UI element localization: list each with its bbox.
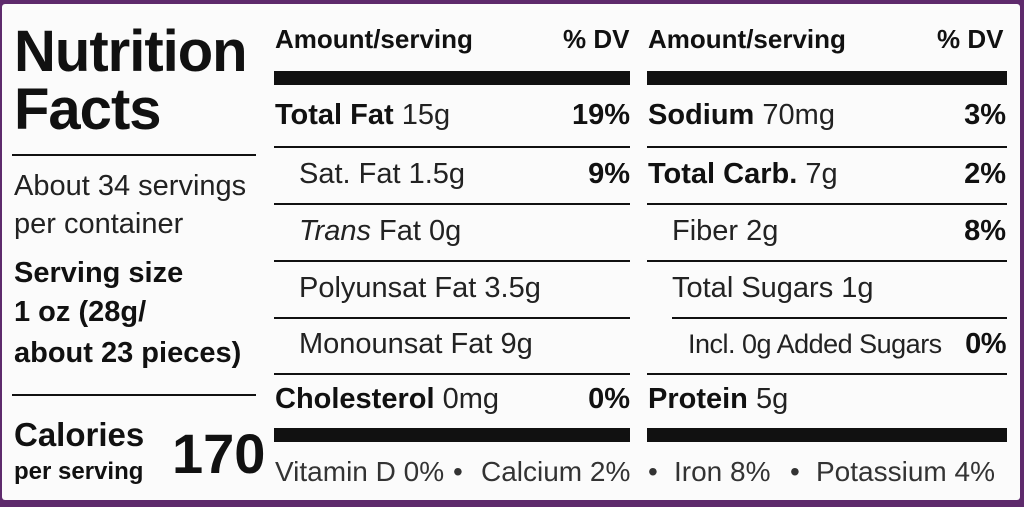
left-row-polyunsat-fat: Polyunsat Fat 3.5g [299, 268, 630, 308]
nutrient-amount: 70mg [762, 99, 835, 131]
left-header-amount: Amount/serving [275, 24, 473, 54]
right-divider [647, 373, 1007, 375]
nutrition-label: Nutrition Facts About 34 servings per co… [2, 4, 1020, 500]
calories-label: Calories [14, 416, 145, 453]
nutrient-dv: 2% [964, 158, 1006, 190]
left-divider [274, 260, 630, 262]
nutrient-dv: 9% [588, 158, 630, 190]
separator-dot: • [790, 456, 800, 487]
nutrient-amount: 0g [429, 215, 462, 247]
right-divider [647, 260, 1007, 262]
nutrient-name: Protein [648, 383, 748, 415]
nutrient-amount: 1.5g [408, 158, 466, 190]
divider-title [12, 154, 256, 156]
nutrient-amount: 7g [805, 158, 838, 190]
right-footer-rule [647, 428, 1007, 442]
nutrient-name: Cholesterol [275, 383, 435, 415]
left-row-trans-fat: Trans Fat 0g [299, 211, 630, 251]
divider-serving [12, 394, 256, 396]
nutrient-dv: 3% [964, 99, 1006, 131]
left-header-rule [274, 71, 630, 85]
right-row-added-sugars: Incl. 0g Added Sugars 0% [688, 324, 1006, 364]
right-divider [647, 146, 1007, 148]
nutrient-name: Total Carb. [648, 158, 798, 190]
nutrient-amount: 15g [401, 99, 451, 131]
right-header-dv: % DV [937, 24, 1004, 54]
nutrient-name: Polyunsat Fat [299, 272, 477, 304]
nutrient-name: Sat. Fat [299, 158, 401, 190]
title-line-2: Facts [14, 77, 162, 142]
left-divider [274, 373, 630, 375]
nutrient-name: Incl. 0g Added Sugars [688, 329, 942, 359]
nutrient-name: Sodium [648, 99, 755, 131]
left-divider [274, 146, 630, 148]
vitamin-d: Vitamin D 0% [275, 456, 445, 487]
serving-size-line-1: 1 oz (28g/ [14, 296, 147, 328]
nutrient-dv: 0% [965, 328, 1006, 360]
calories-sublabel: per serving [14, 458, 144, 485]
nutrient-amount: 2g [746, 215, 779, 247]
calories-value: 170 [172, 422, 266, 485]
nutrient-dv: 8% [964, 215, 1006, 247]
nutrient-amount: 5g [755, 383, 789, 415]
left-row-monounsat-fat: Monounsat Fat 9g [299, 324, 630, 364]
right-row-protein: Protein 5g [648, 379, 1006, 419]
right-row-fiber: Fiber 2g 8% [672, 211, 1006, 251]
right-header-rule [647, 71, 1007, 85]
separator-dot: • [648, 456, 658, 487]
nutrient-name: Total Fat [275, 99, 394, 131]
nutrient-amount: 0mg [442, 383, 500, 415]
left-row-total-fat: Total Fat 15g 19% [275, 95, 630, 135]
right-divider [647, 203, 1007, 205]
separator-dot: • [453, 456, 463, 487]
servings-line-2: per container [14, 208, 184, 240]
nutrient-name: Total Sugars [672, 272, 834, 304]
servings-line-1: About 34 servings [14, 170, 247, 202]
right-divider [672, 317, 1007, 319]
nutrient-amount: 9g [500, 328, 533, 360]
left-divider [274, 203, 630, 205]
nutrient-name-italic: Trans [299, 215, 371, 247]
nutrient-amount: 1g [841, 272, 874, 304]
potassium: Potassium 4% [816, 456, 995, 487]
left-row-cholesterol: Cholesterol 0mg 0% [275, 379, 630, 419]
left-header-dv: % DV [563, 24, 630, 54]
serving-size-label: Serving size [14, 257, 184, 289]
title-line-1: Nutrition [14, 19, 248, 84]
nutrient-name: Monounsat Fat [299, 328, 493, 360]
right-row-sodium: Sodium 70mg 3% [648, 95, 1006, 135]
nutrient-name: Fiber [672, 215, 739, 247]
nutrient-name: Fat [379, 215, 421, 247]
right-row-total-carb: Total Carb. 7g 2% [648, 154, 1006, 194]
left-row-sat-fat: Sat. Fat 1.5g 9% [299, 154, 630, 194]
left-divider [274, 317, 630, 319]
nutrient-dv: 19% [571, 99, 630, 131]
serving-size-line-2: about 23 pieces) [14, 337, 242, 369]
calcium: Calcium 2% [481, 456, 631, 487]
left-footer-rule [274, 428, 630, 442]
nutrient-amount: 3.5g [484, 272, 541, 304]
nutrient-dv: 0% [588, 383, 630, 415]
iron: Iron 8% [674, 456, 771, 487]
right-row-total-sugars: Total Sugars 1g [672, 268, 1006, 308]
right-header-amount: Amount/serving [648, 24, 846, 54]
